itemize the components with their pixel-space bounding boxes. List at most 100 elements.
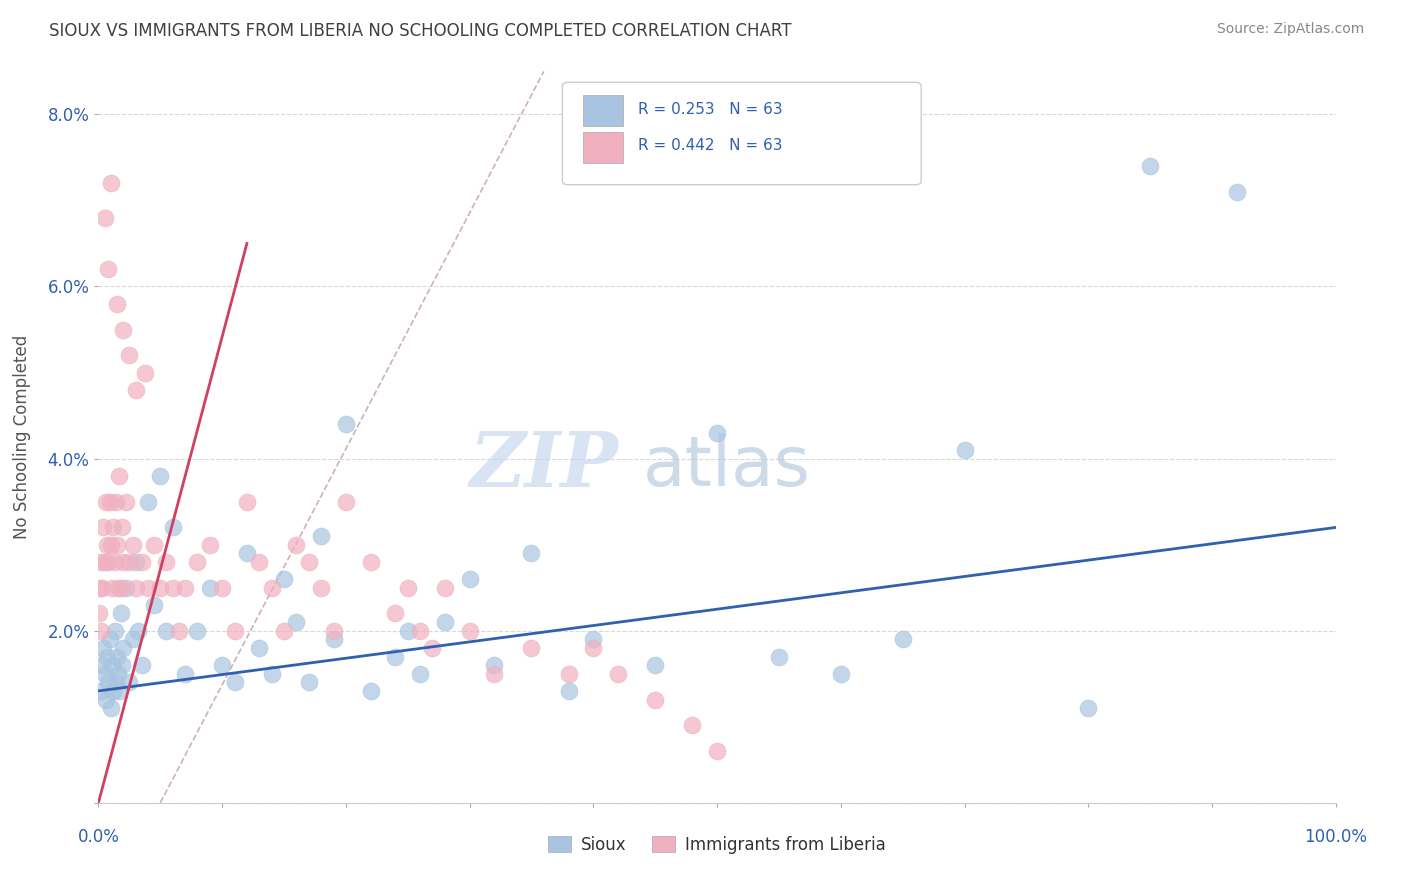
- Point: [149, 468, 172, 483]
- Point: [384, 607, 406, 621]
- Point: [706, 744, 728, 758]
- Legend: Sioux, Immigrants from Liberia: Sioux, Immigrants from Liberia: [541, 829, 893, 860]
- Point: [107, 666, 129, 681]
- Point: [118, 555, 141, 569]
- Point: [607, 666, 630, 681]
- Point: [124, 555, 146, 569]
- Point: [309, 581, 332, 595]
- Point: [134, 366, 156, 380]
- Point: [122, 538, 145, 552]
- Point: [107, 581, 129, 595]
- Point: [131, 658, 153, 673]
- Point: [322, 632, 344, 647]
- Point: [114, 494, 136, 508]
- Point: [582, 640, 605, 655]
- Point: [224, 624, 246, 638]
- Point: [97, 675, 120, 690]
- FancyBboxPatch shape: [583, 132, 623, 163]
- Point: [122, 632, 145, 647]
- Point: [247, 555, 270, 569]
- Point: [127, 624, 149, 638]
- Point: [260, 581, 283, 595]
- Point: [97, 262, 120, 277]
- Point: [681, 718, 703, 732]
- Point: [101, 658, 124, 673]
- Point: [174, 666, 197, 681]
- Point: [143, 538, 166, 552]
- Point: [198, 581, 221, 595]
- Point: [98, 632, 121, 647]
- Point: [186, 624, 208, 638]
- Point: [236, 494, 259, 508]
- Point: [322, 624, 344, 638]
- Point: [162, 581, 184, 595]
- Text: Source: ZipAtlas.com: Source: ZipAtlas.com: [1216, 22, 1364, 37]
- Point: [103, 520, 125, 534]
- Point: [953, 442, 976, 457]
- Point: [90, 624, 112, 638]
- Point: [124, 383, 146, 397]
- Y-axis label: No Schooling Completed: No Schooling Completed: [13, 335, 31, 539]
- Point: [105, 649, 128, 664]
- Point: [162, 520, 184, 534]
- Text: SIOUX VS IMMIGRANTS FROM LIBERIA NO SCHOOLING COMPLETED CORRELATION CHART: SIOUX VS IMMIGRANTS FROM LIBERIA NO SCHO…: [49, 22, 792, 40]
- Point: [396, 581, 419, 595]
- Point: [396, 624, 419, 638]
- Point: [891, 632, 914, 647]
- Point: [360, 684, 382, 698]
- Point: [136, 581, 159, 595]
- Point: [89, 581, 111, 595]
- Point: [174, 581, 197, 595]
- Point: [458, 572, 481, 586]
- Point: [520, 546, 543, 560]
- Text: 0.0%: 0.0%: [77, 828, 120, 846]
- Text: R = 0.253   N = 63: R = 0.253 N = 63: [638, 102, 783, 117]
- Point: [298, 555, 321, 569]
- Point: [105, 296, 128, 310]
- Point: [247, 640, 270, 655]
- Text: ZIP: ZIP: [470, 429, 619, 503]
- Point: [94, 494, 117, 508]
- Point: [143, 598, 166, 612]
- Point: [124, 581, 146, 595]
- Point: [433, 581, 456, 595]
- Point: [484, 658, 506, 673]
- Text: atlas: atlas: [643, 433, 811, 500]
- Point: [644, 658, 666, 673]
- Point: [112, 322, 135, 336]
- Point: [167, 624, 190, 638]
- Point: [582, 632, 605, 647]
- Point: [131, 555, 153, 569]
- Point: [260, 666, 283, 681]
- Point: [105, 538, 128, 552]
- Point: [93, 520, 115, 534]
- Point: [198, 538, 221, 552]
- Point: [108, 468, 131, 483]
- Point: [211, 581, 233, 595]
- FancyBboxPatch shape: [583, 95, 623, 127]
- Point: [136, 494, 159, 508]
- Point: [93, 640, 115, 655]
- Point: [100, 176, 122, 190]
- Point: [1226, 185, 1249, 199]
- Point: [111, 658, 134, 673]
- FancyBboxPatch shape: [562, 82, 921, 185]
- Point: [98, 494, 121, 508]
- Point: [155, 624, 177, 638]
- Point: [830, 666, 852, 681]
- Point: [97, 555, 120, 569]
- Point: [706, 425, 728, 440]
- Point: [114, 581, 136, 595]
- Point: [335, 494, 357, 508]
- Text: 100.0%: 100.0%: [1305, 828, 1367, 846]
- Point: [360, 555, 382, 569]
- Point: [644, 692, 666, 706]
- Text: R = 0.442   N = 63: R = 0.442 N = 63: [638, 138, 782, 153]
- Point: [285, 615, 308, 629]
- Point: [104, 494, 127, 508]
- Point: [91, 581, 114, 595]
- Point: [433, 615, 456, 629]
- Point: [91, 658, 114, 673]
- Point: [104, 675, 127, 690]
- Point: [103, 624, 125, 638]
